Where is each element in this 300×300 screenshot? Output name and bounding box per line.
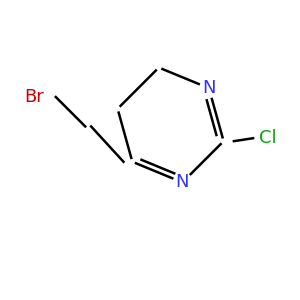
Text: N: N xyxy=(202,79,216,97)
Text: N: N xyxy=(176,173,189,191)
Text: Cl: Cl xyxy=(259,129,277,147)
Text: Br: Br xyxy=(24,88,44,106)
